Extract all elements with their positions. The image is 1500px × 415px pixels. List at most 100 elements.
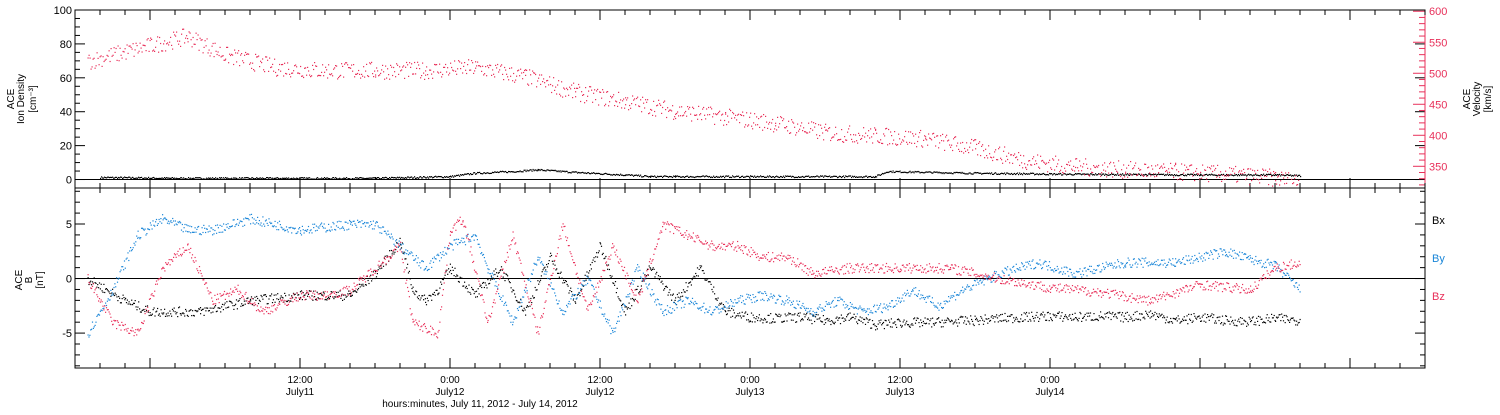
velocity-point <box>667 107 668 108</box>
by-point <box>429 263 430 264</box>
by-point <box>172 218 173 219</box>
velocity-point <box>111 48 112 49</box>
ion_density-point <box>973 174 974 175</box>
velocity-point <box>833 136 834 137</box>
velocity-point <box>1089 175 1090 176</box>
by-point <box>667 305 668 306</box>
by-point <box>261 225 262 226</box>
velocity-point <box>594 89 595 90</box>
by-point <box>805 310 806 311</box>
velocity-point <box>572 97 573 98</box>
bx-point <box>551 255 552 256</box>
bx-point <box>212 312 213 313</box>
by-point <box>355 225 356 226</box>
bx-point <box>588 272 589 273</box>
bx-point <box>483 282 484 283</box>
velocity-point <box>965 151 966 152</box>
velocity-point <box>211 53 212 54</box>
bx-point <box>570 288 571 289</box>
ion_density-point <box>474 172 475 173</box>
bx-point <box>1179 318 1180 319</box>
bx-point <box>1270 322 1271 323</box>
x-tick-time-label: 12:00 <box>887 375 912 386</box>
bx-point <box>656 272 657 273</box>
bx-point <box>1079 318 1080 319</box>
velocity-point <box>262 58 263 59</box>
by-point <box>681 307 682 308</box>
by-point <box>672 308 673 309</box>
velocity-point <box>1283 178 1284 179</box>
bx-point <box>1010 316 1011 317</box>
bx-point <box>535 287 536 288</box>
bx-point <box>975 319 976 320</box>
ion_density-point <box>1054 173 1055 174</box>
bx-point <box>119 298 120 299</box>
x-tick-time-label: 0:00 <box>1040 375 1060 386</box>
velocity-point <box>541 74 542 75</box>
by-point <box>541 261 542 262</box>
by-point <box>120 271 121 272</box>
ion_density-point <box>472 174 473 175</box>
bx-point <box>1275 321 1276 322</box>
bx-point <box>501 266 502 267</box>
velocity-point <box>880 139 881 140</box>
bx-point <box>703 270 704 271</box>
velocity-point <box>338 77 339 78</box>
velocity-point <box>402 67 403 68</box>
bx-point <box>159 313 160 314</box>
by-point <box>569 301 570 302</box>
by-point <box>646 287 647 288</box>
velocity-point <box>756 116 757 117</box>
bx-point <box>171 316 172 317</box>
velocity-point <box>389 79 390 80</box>
by-point <box>371 224 372 225</box>
bx-point <box>575 303 576 304</box>
by-point <box>454 239 455 240</box>
velocity-point <box>853 134 854 135</box>
bx-point <box>855 316 856 317</box>
velocity-point <box>631 103 632 104</box>
velocity-point <box>450 63 451 64</box>
bx-point <box>806 313 807 314</box>
velocity-point <box>921 145 922 146</box>
by-point <box>676 304 677 305</box>
bx-point <box>1209 320 1210 321</box>
velocity-point <box>544 82 545 83</box>
velocity-point <box>1257 170 1258 171</box>
bx-point <box>887 324 888 325</box>
velocity-point <box>475 61 476 62</box>
bx-point <box>265 294 266 295</box>
bx-point <box>650 267 651 268</box>
velocity-point <box>943 140 944 141</box>
bx-point <box>904 320 905 321</box>
by-point <box>484 257 485 258</box>
by-point <box>770 296 771 297</box>
bx-point <box>1236 325 1237 326</box>
velocity-point <box>919 132 920 133</box>
bx-point <box>500 269 501 270</box>
by-point <box>673 302 674 303</box>
bx-point <box>528 306 529 307</box>
velocity-point <box>1087 168 1088 169</box>
top-right-tick-label: 600 <box>1429 6 1447 18</box>
velocity-point <box>457 68 458 69</box>
bx-point <box>454 275 455 276</box>
velocity-point <box>295 65 296 66</box>
velocity-point <box>739 122 740 123</box>
bx-point <box>721 303 722 304</box>
velocity-point <box>397 65 398 66</box>
bx-point <box>967 318 968 319</box>
by-point <box>406 253 407 254</box>
velocity-point <box>1017 159 1018 160</box>
ion_density-point <box>1300 176 1301 177</box>
ion_density-point <box>1004 173 1005 174</box>
velocity-point <box>1174 165 1175 166</box>
velocity-point <box>229 54 230 55</box>
velocity-point <box>1181 163 1182 164</box>
by-point <box>766 295 767 296</box>
velocity-point <box>1111 172 1112 173</box>
by-point <box>287 229 288 230</box>
bx-point <box>868 322 869 323</box>
bx-point <box>1237 321 1238 322</box>
velocity-point <box>277 75 278 76</box>
